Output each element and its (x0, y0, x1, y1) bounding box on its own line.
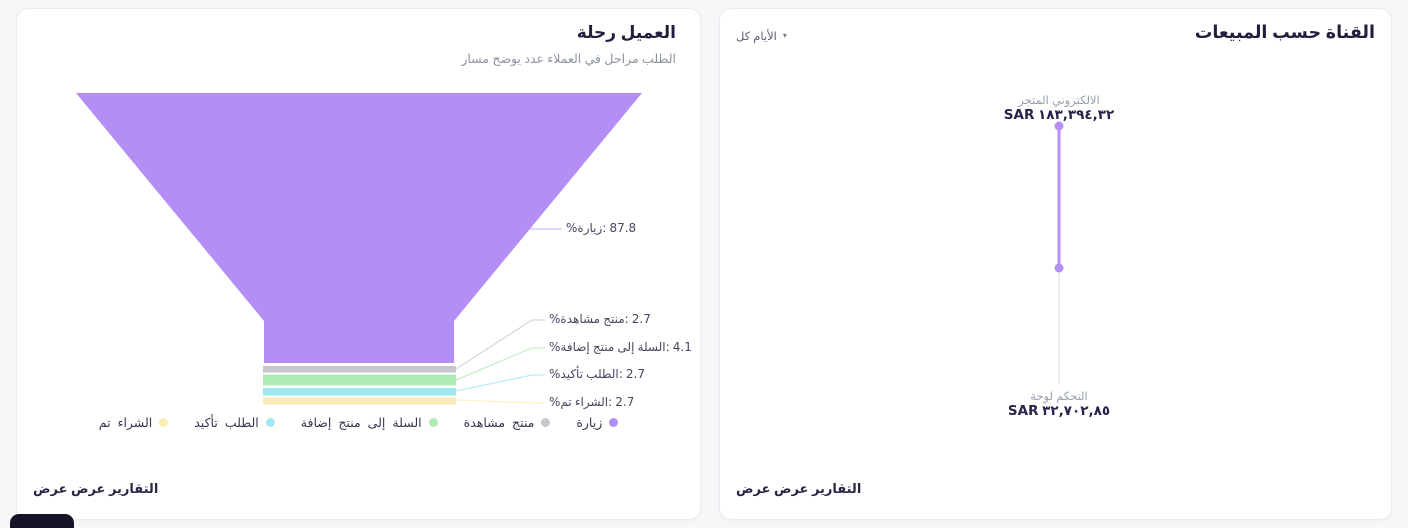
channel-value-dashboard: SAR ٣٢,٧٠٢,٨٥ (1007, 403, 1111, 419)
funnel-segment-view-product[interactable] (263, 366, 456, 373)
legend-item[interactable]: إضافة منتج إلى السلة (301, 415, 438, 430)
data-point-online-store[interactable] (1054, 121, 1064, 131)
chevron-down-icon: ▾ (782, 31, 787, 40)
connector-purchased (455, 399, 545, 404)
connector-confirm-order (455, 374, 545, 392)
channel-label-online-store: المتجر الالكتروني (1018, 93, 1100, 107)
legend-dot-icon (159, 418, 169, 427)
legend-dot-icon (428, 418, 438, 427)
days-filter-dropdown[interactable]: كل الأيام ▾ (736, 29, 787, 43)
funnel-label-add-to-cart: %إضافة منتج إلى السلة: 4.1 (549, 340, 692, 354)
funnel-segment-confirm-order[interactable] (263, 388, 456, 396)
card-subtitle-customer-journey: مسار يوضح عدد العملاء في مراحل الطلب (461, 51, 676, 66)
view-reports-link-journey[interactable]: عرض عرض التقارير (33, 482, 159, 497)
data-point-dashboard[interactable] (1054, 263, 1064, 273)
card-title-sales-by-channel: المبيعات حسب القناة (1194, 23, 1375, 43)
funnel-segment-add-to-cart[interactable] (263, 374, 456, 386)
legend-dot-icon (541, 418, 551, 427)
funnel-segment-purchased[interactable] (263, 397, 456, 405)
legend-item[interactable]: تأكيد الطلب (194, 415, 275, 430)
customer-journey-card: رحلة العميل مسار يوضح عدد العملاء في مراحل الطل… (16, 8, 701, 520)
funnel-label-confirm-order: %تأكيد الطلب: 2.7 (549, 367, 645, 381)
funnel-segment-visit[interactable] (76, 93, 642, 363)
legend-dot-icon (609, 418, 619, 427)
funnel-label-view-product: %مشاهدة منتج: 2.7 (549, 312, 651, 326)
bottom-left-cutoff-element (10, 514, 74, 528)
connector-add-to-cart (455, 347, 545, 381)
sales-by-channel-card: المبيعات حسب القناة كل الأيام ▾ المتجر الالك… (719, 8, 1392, 520)
connector-view-product (455, 319, 545, 370)
funnel-label-visit: %زيارة: 87.8 (566, 221, 637, 235)
funnel-label-purchased: %تم الشراء: 2.7 (549, 395, 635, 409)
funnel-legend: زيارة مشاهدة منتج إضافة منتج إلى السلة تأكيد الط… (17, 415, 700, 430)
view-reports-link-sales[interactable]: عرض عرض التقارير (736, 482, 862, 497)
legend-item[interactable]: مشاهدة منتج (464, 415, 551, 430)
funnel-chart (76, 93, 642, 405)
channel-label-dashboard: لوحة التحكم (1030, 389, 1088, 403)
card-title-customer-journey: رحلة العميل (576, 23, 676, 43)
legend-item[interactable]: زيارة (576, 415, 619, 430)
legend-dot-icon (265, 418, 275, 427)
channel-slope-chart (1054, 121, 1064, 385)
channel-value-online-store: SAR ١٨٣,٣٩٤,٣٢ (1003, 107, 1115, 123)
days-filter-label: كل الأيام (736, 29, 777, 43)
legend-item[interactable]: تم الشراء (99, 415, 169, 430)
